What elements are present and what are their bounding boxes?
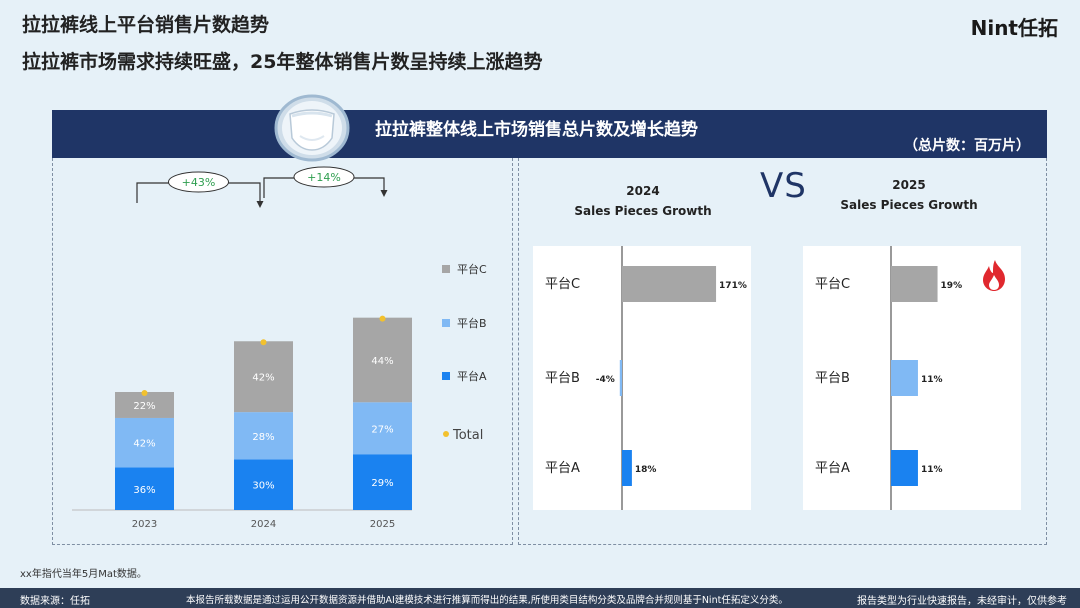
category-label-platform-b: 平台B [545,371,580,386]
x-tick-label: 2025 [370,519,395,530]
legend-swatch-platform-a [442,372,450,380]
chart-2025-subtitle: Sales Pieces Growth [840,198,978,212]
diaper-product-icon [274,94,350,162]
total-marker-2023 [141,390,148,396]
footer-bar [0,588,1080,608]
growth-card-2024: 平台C 171% 平台B -4% 平台A 18% [533,246,751,510]
legend-label-platform-b: 平台B [457,316,487,330]
bar-label-platform-b-2023: 42% [133,439,155,450]
x-tick-label: 2023 [132,519,157,530]
fire-icon [983,260,1005,291]
chart-2024-subtitle: Sales Pieces Growth [574,204,712,218]
right-panel [518,158,1047,545]
total-marker-2024 [260,339,267,346]
growth-chart-2025: 平台C 19% 平台B 11% 平台A 11% [815,246,1005,510]
brand-logo: Nint任拓 [970,16,1058,40]
bar-label-platform-c-2023: 22% [133,401,155,412]
banner-title: 拉拉裤整体线上市场销售总片数及增长趋势 [375,120,698,140]
value-label-platform-c: 19% [941,281,963,291]
section-banner [52,110,1047,158]
growth-arrowhead [256,201,264,208]
value-label-platform-b: 11% [921,375,943,385]
legend-swatch-total [443,431,449,437]
legend-swatch-platform-b [442,319,450,327]
total-marker-2025 [379,315,386,322]
stacked-bar-chart: 36% 42% 22% 2023 30% 28% 42% 2024 29% 27% 44% 2025 +… [72,166,487,530]
bar-label-platform-b-2025: 27% [371,424,393,435]
footnote: xx年指代当年5月Mat数据。 [20,569,147,580]
growth-annotation-1: +43% [136,171,264,208]
legend-label-platform-c: 平台C [457,262,487,276]
bar-platform-c [891,266,938,302]
bar-platform-b [619,360,622,396]
bar-platform-b-2024 [234,412,293,460]
footer-disclaimer: 本报告所载数据是通过运用公开数据资源并借助AI建模技术进行推算而得出的结果,所使… [186,595,788,606]
growth-pill [293,166,355,188]
bar-platform-a [622,450,632,486]
bar-label-platform-c-2025: 44% [371,356,393,367]
growth-arrowhead [380,190,388,197]
footer-note: 报告类型为行业快速报告，未经审计，仅供参考 [857,596,1067,607]
legend-label-platform-a: 平台A [457,369,487,383]
bar-platform-c-2023 [115,392,174,418]
footer-source: 数据来源：任拓 [20,596,90,607]
category-label-platform-a: 平台A [545,461,580,476]
vs-label: VS [760,166,807,206]
bar-platform-b [891,360,918,396]
bar-label-platform-b-2024: 28% [252,432,274,443]
growth-annotation-2: +14% [263,166,388,198]
bar-platform-c [622,266,717,302]
page-title: 拉拉裤线上平台销售片数趋势 [22,14,270,36]
legend-label-total: Total [452,428,483,443]
category-label-platform-c: 平台C [545,277,580,292]
bar-label-platform-a-2023: 36% [133,485,155,496]
value-label-platform-a: 18% [635,465,657,475]
legend-swatch-platform-c [442,265,450,273]
fire-flame-core [989,275,999,290]
bar-platform-b-2023 [115,417,174,468]
growth-chart-2024: 平台C 171% 平台B -4% 平台A 18% [545,246,747,510]
bar-label-platform-c-2024: 42% [252,373,274,384]
value-label-platform-c: 171% [719,281,747,291]
bar-platform-c-2025 [353,317,412,403]
bar-platform-b-2025 [353,402,412,455]
growth-label: +14% [307,171,341,184]
value-label-platform-a: 11% [921,465,943,475]
category-label-platform-a: 平台A [815,461,850,476]
bar-platform-a-2023 [115,467,174,510]
bar-label-platform-a-2025: 29% [371,478,393,489]
banner-unit: （总片数：百万片） [904,138,1030,154]
value-label-platform-b: -4% [596,375,615,385]
growth-card-2025: 平台C 19% 平台B 11% 平台A 11% [803,246,1021,510]
bar-platform-c-2024 [234,341,293,413]
category-label-platform-b: 平台B [815,371,850,386]
chart-2024-title: 2024 [626,184,660,198]
growth-pill [168,171,229,193]
x-tick-label: 2024 [251,519,276,530]
bar-platform-a-2024 [234,459,293,510]
page-subtitle: 拉拉裤市场需求持续旺盛，25年整体销售片数呈持续上涨趋势 [22,51,543,73]
left-panel [52,158,513,545]
bar-platform-a-2025 [353,454,412,510]
growth-label: +43% [182,176,216,189]
category-label-platform-c: 平台C [815,277,850,292]
bar-platform-a [891,450,918,486]
chart-2025-title: 2025 [892,178,926,192]
bar-label-platform-a-2024: 30% [252,481,274,492]
